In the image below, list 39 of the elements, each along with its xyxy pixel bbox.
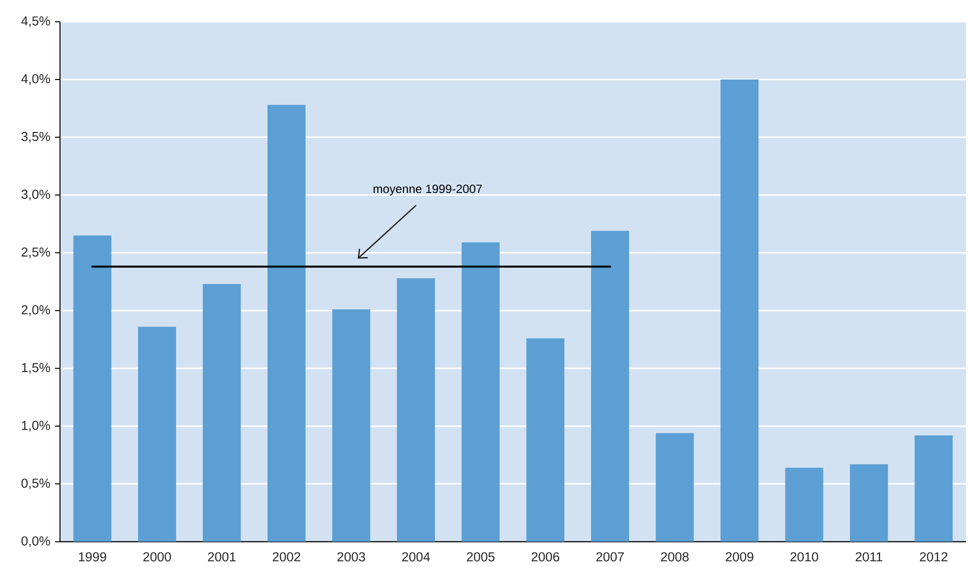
x-tick-label: 2000	[143, 552, 171, 562]
x-tick-label: 2010	[790, 552, 818, 562]
bar	[462, 242, 500, 542]
y-tick-label: 3,5%	[21, 132, 50, 143]
bar	[526, 338, 564, 542]
x-tick-label: 2001	[208, 552, 236, 562]
bar	[73, 235, 112, 542]
x-tick-label: 2011	[856, 552, 882, 562]
y-tick-label: 0,0%	[21, 536, 50, 548]
x-tick-label: 2005	[466, 552, 494, 562]
y-tick-label: 0,5%	[21, 478, 50, 490]
bar	[138, 326, 176, 542]
text: moyenne 1999-2007	[374, 184, 482, 196]
y-tick-label: 4,5%	[21, 16, 50, 28]
bar	[332, 309, 370, 542]
x-tick-label: 2008	[661, 552, 689, 562]
x-tick-label: 2012	[920, 552, 948, 562]
x-tick-label: 2002	[272, 552, 300, 562]
x-tick-label: 2009	[726, 552, 754, 562]
y-tick-label: 2,0%	[22, 305, 50, 316]
bar	[656, 433, 694, 542]
bar	[591, 230, 630, 542]
y-tick-label: 2,5%	[22, 247, 50, 258]
y-tick-label: 4,0%	[21, 74, 50, 85]
x-tick-label: 2006	[532, 552, 560, 562]
x-tick-label: 2003	[337, 552, 366, 562]
y-tick-label: 1,0%	[22, 420, 50, 432]
x-tick-label: 1999	[78, 552, 106, 562]
bar	[785, 468, 824, 542]
bar	[396, 278, 435, 542]
y-tick-label: 1,5%	[22, 363, 50, 374]
bar	[268, 104, 306, 542]
bar	[850, 464, 888, 542]
y-tick-label: 3,0%	[21, 190, 50, 200]
x-tick-label: 2007	[596, 552, 624, 562]
bar	[202, 284, 241, 542]
bar	[720, 79, 759, 542]
x-tick-label: 2004	[402, 552, 430, 562]
bar	[914, 435, 953, 542]
